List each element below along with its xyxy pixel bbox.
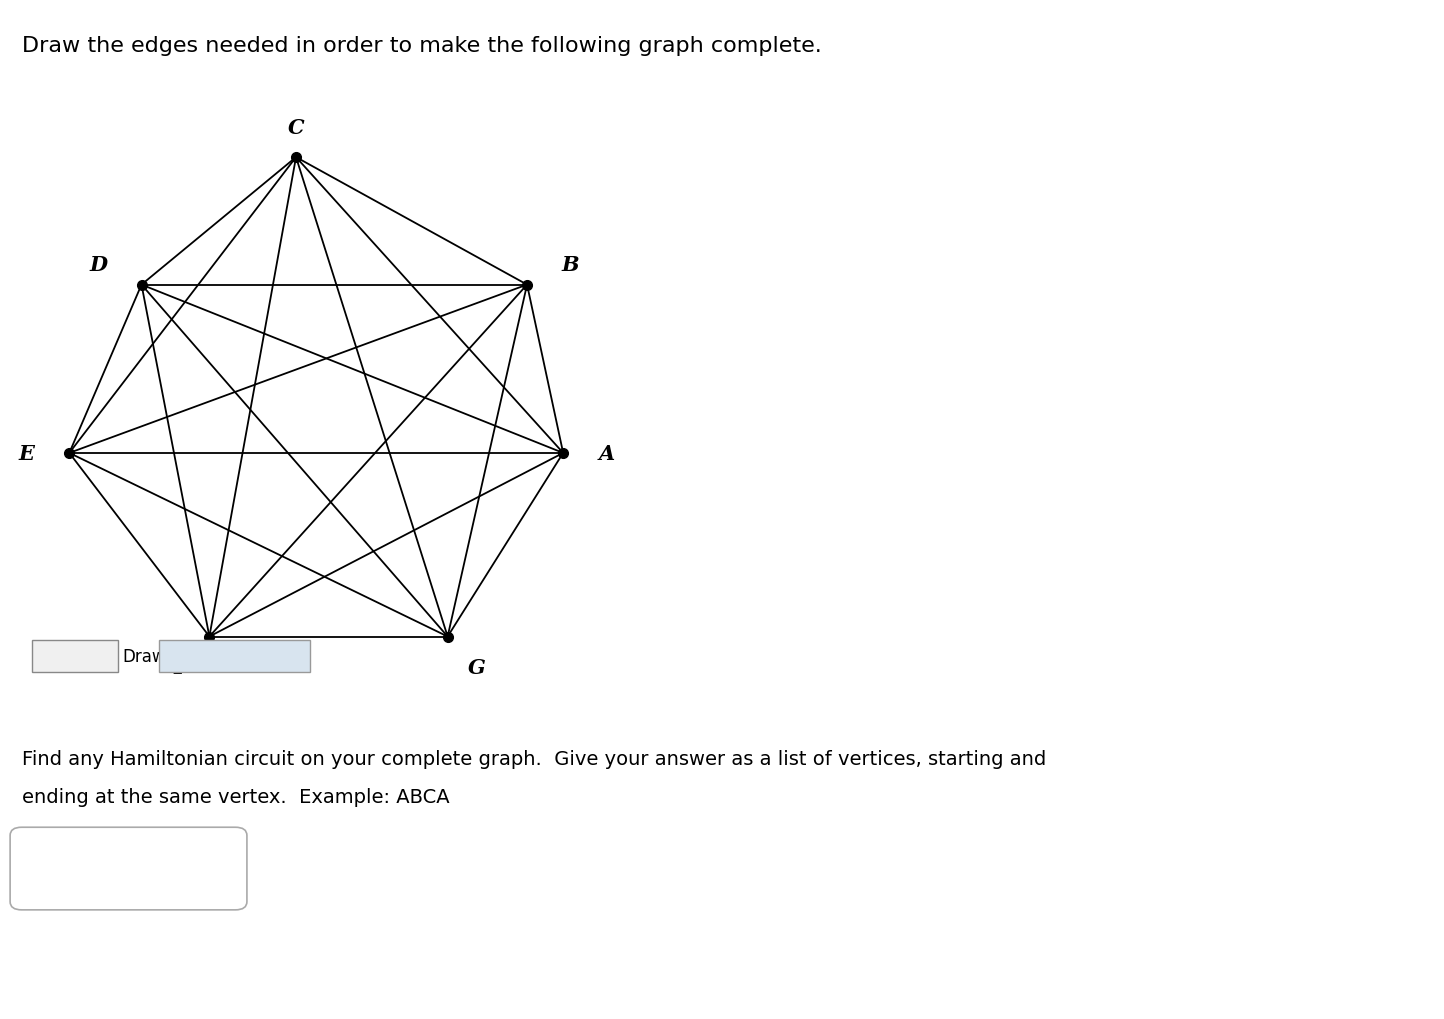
Text: Find any Hamiltonian circuit on your complete graph.  Give your answer as a list: Find any Hamiltonian circuit on your com… bbox=[22, 750, 1045, 768]
FancyBboxPatch shape bbox=[159, 640, 310, 673]
FancyBboxPatch shape bbox=[32, 640, 118, 673]
Text: Draw:: Draw: bbox=[123, 647, 172, 665]
Text: B: B bbox=[562, 255, 579, 275]
Text: ending at the same vertex.  Example: ABCA: ending at the same vertex. Example: ABCA bbox=[22, 788, 449, 806]
FancyBboxPatch shape bbox=[10, 827, 247, 910]
Text: D: D bbox=[90, 255, 107, 275]
Text: G: G bbox=[468, 657, 485, 678]
Text: A: A bbox=[598, 443, 615, 464]
Text: Clear All: Clear All bbox=[40, 647, 110, 665]
Text: E: E bbox=[19, 443, 33, 464]
Text: Draw the edges needed in order to make the following graph complete.: Draw the edges needed in order to make t… bbox=[22, 36, 822, 56]
Text: C: C bbox=[287, 117, 305, 138]
Text: F: F bbox=[173, 657, 188, 678]
Text: Line Segment: Line Segment bbox=[178, 647, 292, 665]
